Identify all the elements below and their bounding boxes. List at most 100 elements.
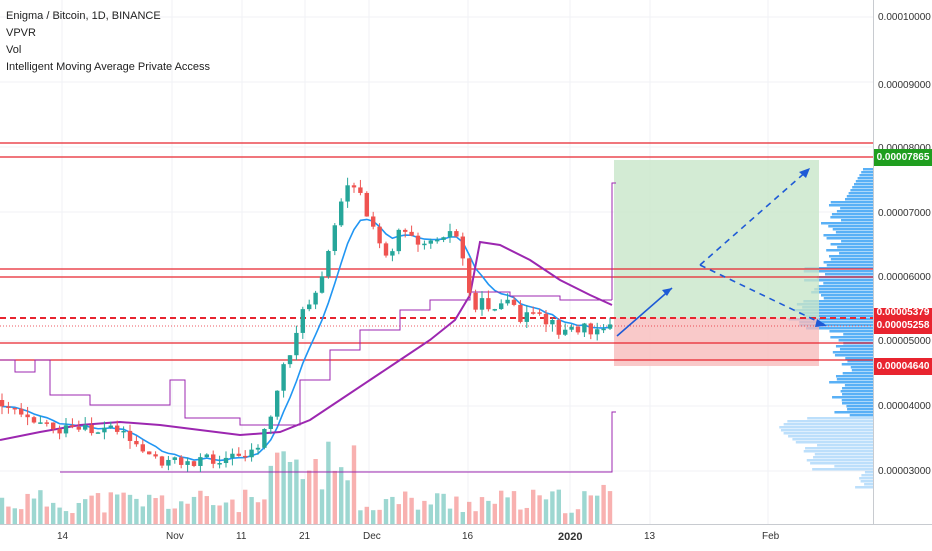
volume-profile-bar [830,201,873,204]
volume-bar [275,452,280,524]
volume-profile-bar [844,384,873,387]
volume-profile-bar [802,306,873,309]
candle-body [435,239,440,242]
candle-body [383,243,389,256]
volume-profile-bar [831,213,873,216]
candle-body [415,235,421,245]
volume-bar [166,508,171,524]
volume-bar [76,502,81,524]
volume-profile-bar [810,462,873,465]
candle-body [473,292,478,310]
volume-bar [121,492,126,524]
volume-profile-bar [823,282,873,285]
candle-body [255,447,261,450]
volume-profile-bar [839,252,873,255]
candle-body [31,417,37,423]
volume-bar [255,502,261,524]
volume-profile-bar [803,270,873,273]
candle-body [121,430,126,433]
volume-bar [473,511,478,524]
volume-bar [575,509,581,524]
volume-bar [287,461,293,524]
candle-body [230,453,235,458]
forecast-arrows [616,168,827,337]
volume-profile-bar [861,474,873,477]
candle-body [409,231,414,236]
volume-profile-bar [841,219,873,222]
volume-bar [211,505,216,524]
volume-profile-bar [807,417,873,420]
volume-bar [204,496,209,524]
volume-profile-bar [804,267,873,270]
volume-profile-bar [848,192,873,195]
volume-bar [447,508,453,524]
vp-boundary-line [611,182,616,300]
candle-body [44,422,49,424]
volume-profile-bar [796,303,873,306]
candle-body [147,451,152,455]
volume-profile-bar [857,177,873,180]
indicator-vpvr[interactable]: VPVR [6,27,36,39]
volume-bar [243,489,248,524]
volume-profile-bar [852,186,873,189]
volume-bar [172,508,177,524]
candle-body [601,328,606,331]
candle-body [89,424,94,434]
volume-profile-bar [850,189,873,192]
vp-boundary-line [60,411,616,473]
time-tick: Dec [363,531,381,542]
price-axis[interactable]: 0.00010000 0.00009000 0.00008000 0.00007… [873,0,932,524]
time-tick: 16 [462,531,474,542]
candle-body [403,229,408,232]
private-access-line [0,291,612,426]
candle-body [607,324,613,329]
volume-profile-bar [787,420,873,423]
volume-bar [127,494,133,524]
volume-profile-bar [835,231,873,234]
time-axis[interactable]: 14 Nov 11 21 Dec 16 2020 13 Feb [0,524,932,551]
volume-profile-bar [799,312,873,315]
volume-profile-bar [803,450,873,453]
candle-body [351,185,357,188]
volume-profile-bar [863,168,873,171]
indicator-ima[interactable]: Intelligent Moving Average Private Acces… [6,61,211,73]
volume-profile-bar [811,291,873,294]
time-tick: 14 [57,531,69,542]
candle-body [390,251,395,256]
candle-body [287,355,293,365]
indicator-vol[interactable]: Vol [6,44,22,56]
volume-bar [0,497,5,524]
volume-profile-bar [830,258,873,261]
forecast-arrow-dashed [699,169,809,266]
volume-bar [396,504,401,524]
volume-profile-bar [845,198,873,201]
time-tick: 11 [236,531,247,542]
volume-profile-bar [813,456,873,459]
volume-profile-bar [817,285,873,288]
volume-profile-bar [794,309,873,312]
time-tick: 13 [644,531,656,542]
candle-body [0,400,5,407]
volume-profile-bar [828,255,873,258]
volume-bar [607,491,613,524]
candle-body [102,427,107,433]
volume-profile-bar [826,264,873,267]
candle-body [179,457,184,465]
volume-bar [217,505,222,524]
target-price-label: 0.00007865 [874,149,932,166]
volume-profile-bar [834,411,873,414]
volume-bar [140,506,145,524]
stop-price-label: 0.00004640 [874,358,932,375]
volume-profile-bar [855,486,873,489]
volume-profile-bar [841,240,873,243]
candle-body [345,185,350,202]
volume-profile-bar [842,372,873,375]
volume-bar [57,507,62,524]
volume-bar [83,499,88,524]
symbol-title[interactable]: Enigma / Bitcoin, 1D, BINANCE [6,10,161,22]
volume-profile-bar [828,204,873,207]
volume-bar [281,451,286,524]
candle-body [294,332,299,356]
candle-body [51,422,56,429]
